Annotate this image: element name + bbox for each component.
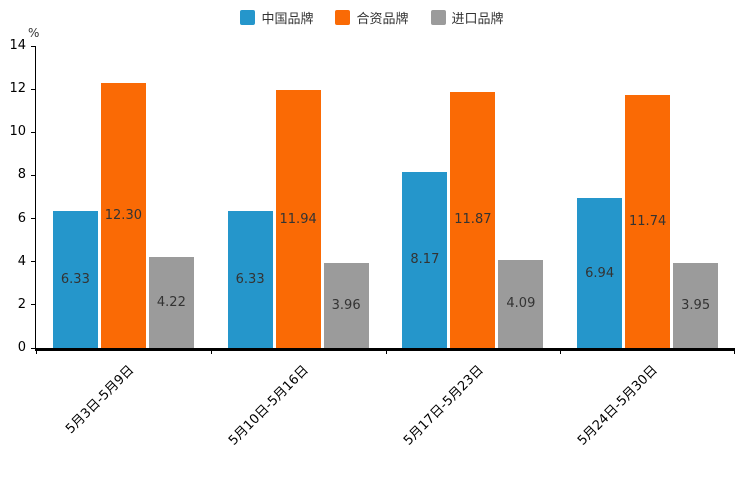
y-axis-tick-label: 0 xyxy=(17,340,26,355)
bar-value-label: 4.09 xyxy=(506,296,536,312)
legend-label-joint-venture-brands: 合资品牌 xyxy=(356,12,409,27)
bar-import-brands: 3.96 xyxy=(323,262,369,348)
legend-item-joint-venture-brands[interactable]: 合资品牌 xyxy=(335,8,409,27)
bar-joint-venture-brands: 11.94 xyxy=(275,90,321,348)
y-axis-unit-label: % xyxy=(28,26,40,40)
bar-china-brands: 6.94 xyxy=(577,198,623,348)
bar-joint-venture-brands: 11.87 xyxy=(450,91,496,348)
bar-import-brands: 3.95 xyxy=(673,262,719,348)
bar-group: 6.94 11.74 3.95 xyxy=(577,94,719,348)
bar-china-brands: 6.33 xyxy=(52,211,98,348)
bar-group: 6.33 12.30 4.22 xyxy=(52,82,194,348)
x-axis-label: 5月3日-5月9日 xyxy=(62,362,137,437)
bar-joint-venture-brands: 11.74 xyxy=(625,94,671,348)
x-axis-tick-mark xyxy=(560,348,562,354)
x-axis-label: 5月17日-5月23日 xyxy=(400,362,487,449)
y-axis-tick-mark xyxy=(31,45,36,47)
bar-import-brands: 4.09 xyxy=(498,259,544,348)
bar-joint-venture-brands: 12.30 xyxy=(100,82,146,348)
y-axis-tick-label: 6 xyxy=(17,210,26,226)
y-axis-tick-label: 14 xyxy=(9,38,26,53)
y-axis-tick-mark xyxy=(31,347,36,349)
bar-group: 6.33 11.94 3.96 xyxy=(227,90,369,348)
legend-item-import-brands[interactable]: 进口品牌 xyxy=(430,8,504,27)
y-axis-tick-label: 10 xyxy=(9,124,26,140)
y-axis: 0 2 4 6 8 10 12 14 xyxy=(0,38,30,355)
y-axis-tick-label: 4 xyxy=(17,253,26,269)
x-axis-tick-mark xyxy=(734,348,735,354)
bar-import-brands: 4.22 xyxy=(148,256,194,348)
legend-marker-china-brands xyxy=(240,10,256,25)
x-axis-tick-mark xyxy=(210,348,212,354)
y-axis-tick-mark xyxy=(31,304,36,306)
y-axis-tick-mark xyxy=(31,88,36,90)
bar-value-label: 12.30 xyxy=(104,207,142,223)
plot-area: 6.33 12.30 4.22 5月3日-5月9日 6.33 11.94 3.96 5月10日… xyxy=(31,45,735,449)
bar-value-label: 11.74 xyxy=(629,213,667,229)
bar-value-label: 11.87 xyxy=(454,212,492,228)
bar-value-label: 8.17 xyxy=(410,252,440,268)
bar-value-label: 6.33 xyxy=(235,272,265,288)
x-axis-label: 5月10日-5月16日 xyxy=(225,362,312,449)
legend-label-import-brands: 进口品牌 xyxy=(451,12,504,27)
y-axis-tick-label: 8 xyxy=(17,167,26,183)
x-axis-tick-mark xyxy=(36,348,37,354)
bar-value-label: 3.96 xyxy=(331,297,361,313)
x-axis-label: 5月24日-5月30日 xyxy=(575,362,662,449)
y-axis-tick-mark xyxy=(31,131,36,133)
y-axis-tick-mark xyxy=(31,261,36,263)
y-axis-tick-label: 12 xyxy=(9,81,26,97)
x-axis-tick-mark xyxy=(385,348,387,354)
legend-item-china-brands[interactable]: 中国品牌 xyxy=(240,8,313,27)
bar-value-label: 6.94 xyxy=(585,265,615,281)
y-axis-tick-label: 2 xyxy=(17,296,26,312)
bar-value-label: 11.94 xyxy=(279,211,317,227)
bar-value-label: 6.33 xyxy=(60,272,90,288)
y-axis-tick-mark xyxy=(31,174,36,176)
bar-value-label: 4.22 xyxy=(156,294,186,310)
legend: 中国品牌 合资品牌 进口品牌 xyxy=(0,8,744,27)
bar-value-label: 3.95 xyxy=(681,297,711,313)
legend-marker-import-brands xyxy=(430,10,446,25)
legend-label-china-brands: 中国品牌 xyxy=(261,12,314,27)
bar-group: 8.17 11.87 4.09 xyxy=(402,91,544,348)
bar-china-brands: 8.17 xyxy=(402,171,448,348)
legend-marker-joint-venture-brands xyxy=(335,10,351,25)
y-axis-tick-mark xyxy=(31,218,36,220)
bar-china-brands: 6.33 xyxy=(227,211,273,348)
